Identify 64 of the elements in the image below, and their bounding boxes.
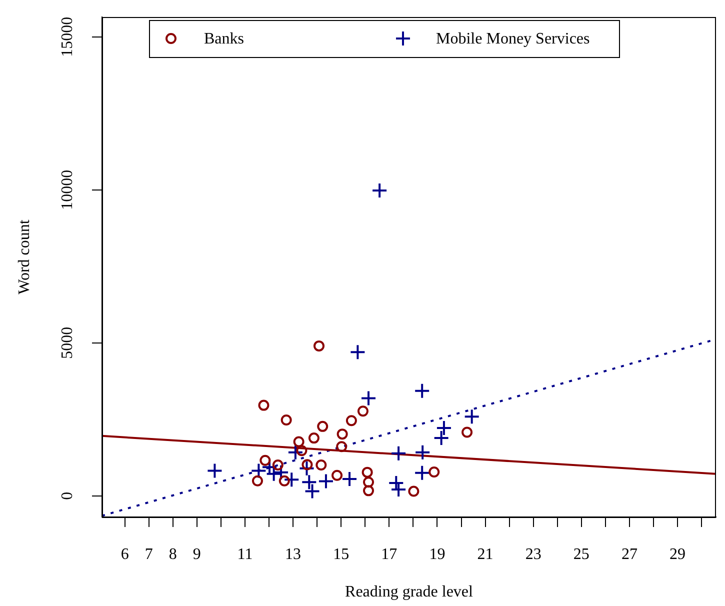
x-tick-label: 13 [285, 546, 302, 563]
point [260, 454, 271, 466]
point [414, 464, 430, 481]
point [357, 406, 368, 417]
x-tick-label: 7 [144, 546, 153, 563]
point [258, 400, 270, 411]
point [362, 466, 373, 478]
point [308, 432, 320, 444]
point [332, 470, 343, 481]
x-tick-label: 15 [333, 546, 350, 563]
point [464, 408, 480, 425]
y-axis-title: Word count [16, 219, 34, 294]
point [336, 441, 348, 452]
point [363, 485, 374, 496]
point [317, 420, 328, 432]
point [342, 471, 358, 488]
point [372, 182, 388, 198]
point [336, 428, 348, 440]
x-axis-title: Reading grade level [345, 584, 474, 601]
point [302, 459, 313, 470]
x-tick-label: 29 [670, 546, 686, 563]
point [293, 436, 304, 448]
x-tick-label: 8 [168, 546, 177, 563]
point [316, 459, 327, 470]
point [301, 474, 318, 490]
point [304, 483, 320, 500]
x-tick-label: 19 [429, 546, 446, 563]
point [462, 426, 473, 438]
y-tick-label: 5000 [59, 326, 76, 359]
point [408, 486, 420, 497]
x-tick-label: 11 [237, 546, 253, 563]
y-tick-label: 0 [59, 492, 76, 500]
point [287, 444, 304, 460]
x-tick-label: 21 [477, 546, 494, 563]
point [414, 444, 431, 460]
point [252, 475, 263, 486]
legend-label: Mobile Money Services [436, 30, 590, 48]
point [428, 466, 440, 478]
point [414, 382, 430, 399]
y-tick-label: 10000 [59, 170, 76, 210]
point [346, 415, 357, 426]
point [298, 460, 315, 476]
point [280, 414, 292, 426]
point [436, 420, 452, 436]
point [206, 462, 223, 479]
point [296, 445, 308, 456]
point [250, 462, 267, 479]
point [272, 459, 284, 470]
point [314, 340, 325, 352]
x-tick-label: 6 [120, 546, 129, 563]
x-tick-label: 27 [621, 546, 638, 563]
point [318, 473, 334, 490]
point [433, 430, 450, 446]
point [390, 445, 407, 462]
y-tick-label: 15000 [59, 16, 76, 57]
x-tick-label: 23 [525, 546, 542, 563]
point [363, 476, 374, 488]
point [278, 475, 290, 486]
legend-label: Banks [204, 30, 244, 48]
x-tick-label: 25 [573, 546, 590, 563]
x-tick-label: 9 [192, 546, 201, 563]
x-tick-label: 17 [381, 546, 398, 563]
point [350, 344, 366, 360]
point [360, 390, 377, 406]
